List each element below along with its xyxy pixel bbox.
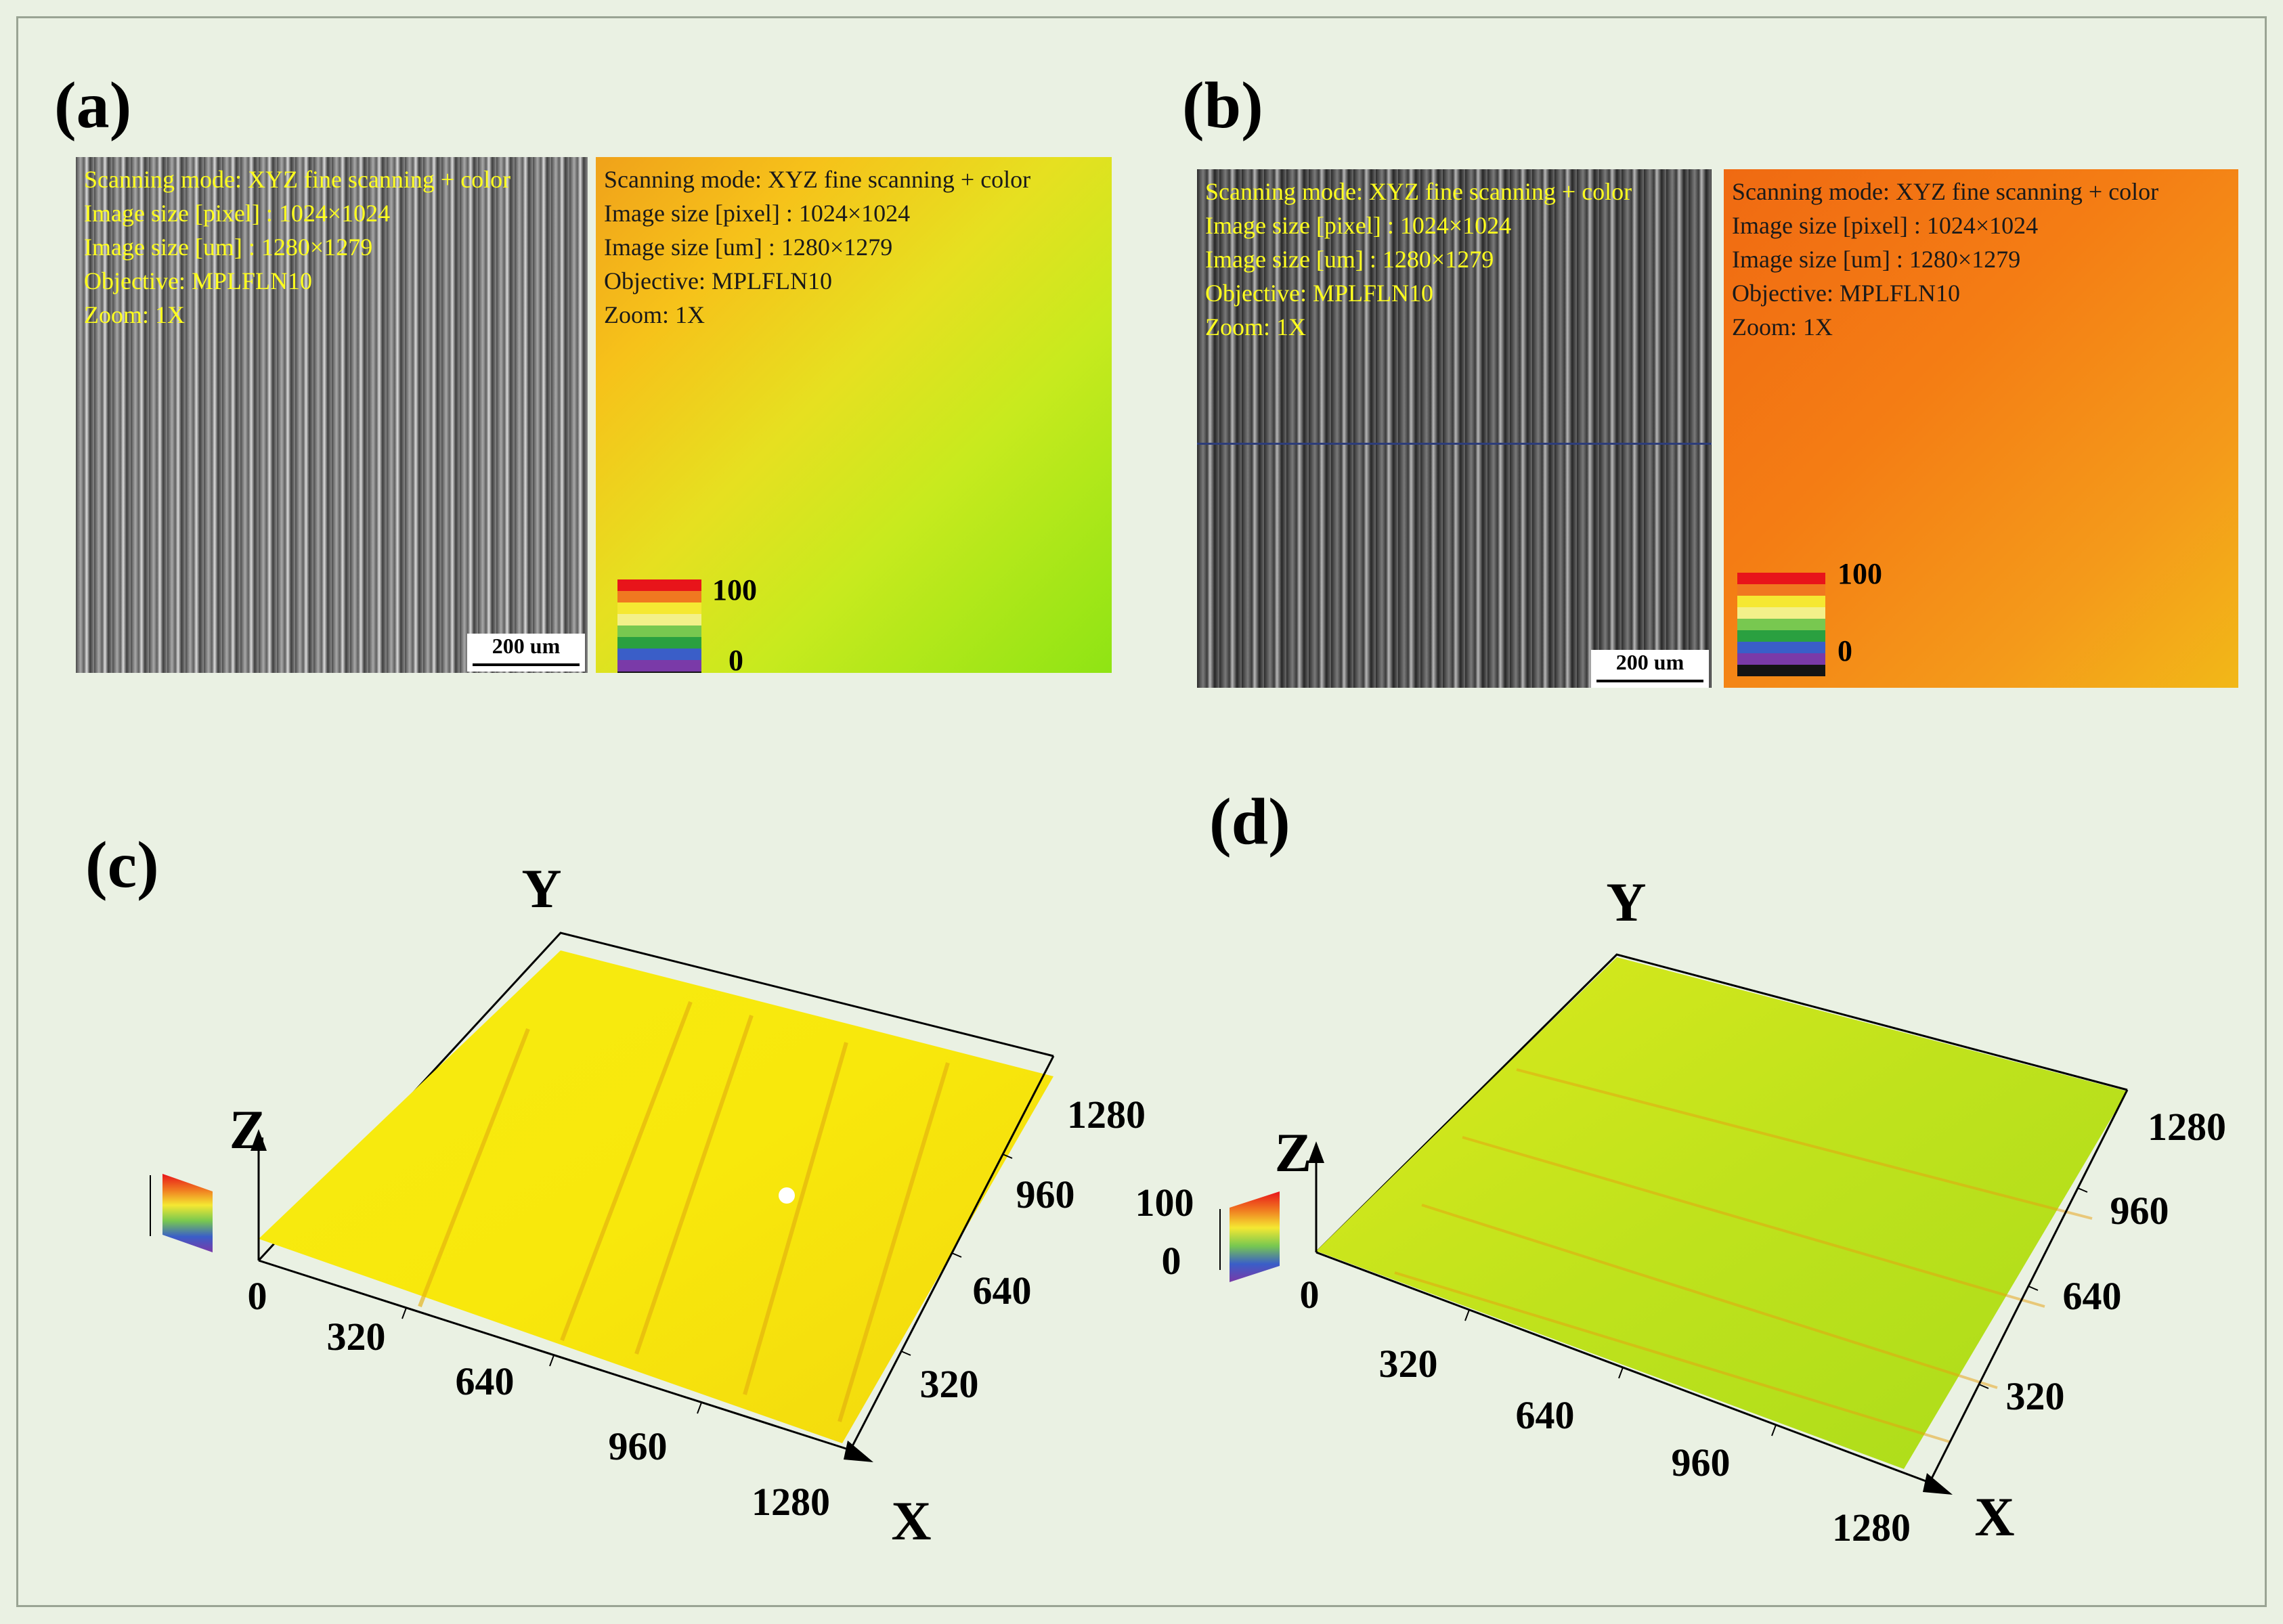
panel-b-micro-overlay: Scanning mode: XYZ fine scanning + color…	[1205, 178, 1632, 341]
panel-a-colorbar-min: 0	[729, 644, 743, 673]
panel-b-scan-line	[1197, 443, 1712, 445]
panel-d-x-tick-marks	[1464, 1309, 1777, 1436]
panel-b-colorbar-min: 0	[1838, 634, 1852, 667]
panel-a-colorbar	[617, 579, 701, 673]
panel-c-surface-plot: Y Z X 0 320 640 960 1280 320 640 960 128…	[150, 858, 1146, 1552]
panel-c-surface-spot	[779, 1187, 795, 1204]
panel-d-z-arrow	[1308, 1141, 1324, 1163]
panel-b-colorbar-max: 100	[1838, 557, 1882, 590]
panel-d-y-tick-320: 320	[2006, 1374, 2065, 1418]
panel-d-surface-plot: 100 0 Y Z X 0 320 640 960 1280 320 640 9…	[1135, 871, 2227, 1550]
panel-d-z-label: Z	[1275, 1122, 1312, 1183]
panel-a-micro-overlay: Scanning mode: XYZ fine scanning + color…	[84, 166, 511, 328]
panel-c-y-label: Y	[521, 858, 561, 919]
panel-c-z-arrow	[251, 1129, 267, 1151]
panel-a-colorbar-max: 100	[712, 573, 757, 607]
panel-d-x-tick-320: 320	[1379, 1342, 1438, 1386]
panel-c-x-tick-960: 960	[609, 1424, 668, 1468]
panel-d-colorbar-legend	[1219, 1191, 1280, 1282]
panel-c-y-tick-1280: 1280	[1067, 1093, 1146, 1137]
panel-b-height-map: Scanning mode: XYZ fine scanning + color…	[1724, 169, 2238, 688]
panel-d-x-tick-1280: 1280	[1832, 1506, 1911, 1550]
panel-c-grooves	[418, 1001, 950, 1422]
figure-frame	[16, 16, 2267, 1607]
panel-c-x-label: X	[891, 1490, 931, 1552]
panel-c-x-tick-320: 320	[327, 1315, 386, 1359]
panel-b-colorbar	[1737, 573, 1825, 676]
panel-d-z-tick-100: 100	[1135, 1181, 1194, 1225]
panel-d-y-tick-1280: 1280	[2148, 1105, 2226, 1149]
panel-a-label: (a)	[54, 69, 132, 142]
panel-d-y-tick-960: 960	[2110, 1189, 2169, 1233]
panel-b-height-overlay: Scanning mode: XYZ fine scanning + color…	[1732, 178, 2159, 341]
panel-d-y-tick-640: 640	[2063, 1274, 2122, 1318]
panel-b-micrograph: Scanning mode: XYZ fine scanning + color…	[1197, 169, 1712, 688]
panel-c-y-tick-960: 960	[1016, 1172, 1075, 1216]
panel-d-x-tick-960: 960	[1672, 1441, 1731, 1485]
panel-c-x-axis	[258, 1259, 851, 1451]
panel-c-x-tick-marks	[401, 1307, 702, 1414]
panel-a-micrograph: Scanning mode: XYZ fine scanning + color…	[76, 157, 588, 673]
panel-d-x-tick-640: 640	[1516, 1393, 1575, 1437]
panel-a-scale-bar: 200 um	[467, 634, 585, 672]
panel-d-y-tick-marks	[1978, 1187, 2088, 1389]
panel-d-y-label: Y	[1606, 871, 1646, 933]
panel-d-x-label: X	[1974, 1486, 2014, 1548]
panel-c-y-tick-320: 320	[920, 1362, 979, 1406]
panel-d-x-tick-0: 0	[1300, 1273, 1320, 1317]
panel-b-label: (b)	[1182, 69, 1263, 142]
panel-b-scale-bar: 200 um	[1591, 650, 1709, 688]
panel-c-z-label: Z	[230, 1099, 267, 1160]
panel-c-x-tick-1280: 1280	[752, 1480, 830, 1524]
panel-c-x-tick-0: 0	[248, 1274, 267, 1318]
panel-a-height-map: Scanning mode: XYZ fine scanning + color…	[596, 157, 1112, 673]
panel-c-y-tick-640: 640	[973, 1269, 1032, 1313]
panel-a-height-overlay: Scanning mode: XYZ fine scanning + color…	[604, 166, 1031, 328]
panel-c-y-tick-marks	[900, 1154, 1013, 1356]
panel-c-label: (c)	[85, 829, 159, 902]
panel-c-x-arrow	[844, 1441, 873, 1462]
panel-d-label: (d)	[1209, 785, 1290, 858]
panel-d-z-tick-0: 0	[1162, 1239, 1181, 1283]
panel-d-grooves	[1394, 1068, 2093, 1443]
panel-c-surface	[259, 950, 1053, 1443]
panel-d-x-arrow	[1923, 1473, 1953, 1495]
panel-c-x-tick-640: 640	[456, 1359, 515, 1403]
panel-c-colorbar-legend	[150, 1174, 213, 1252]
